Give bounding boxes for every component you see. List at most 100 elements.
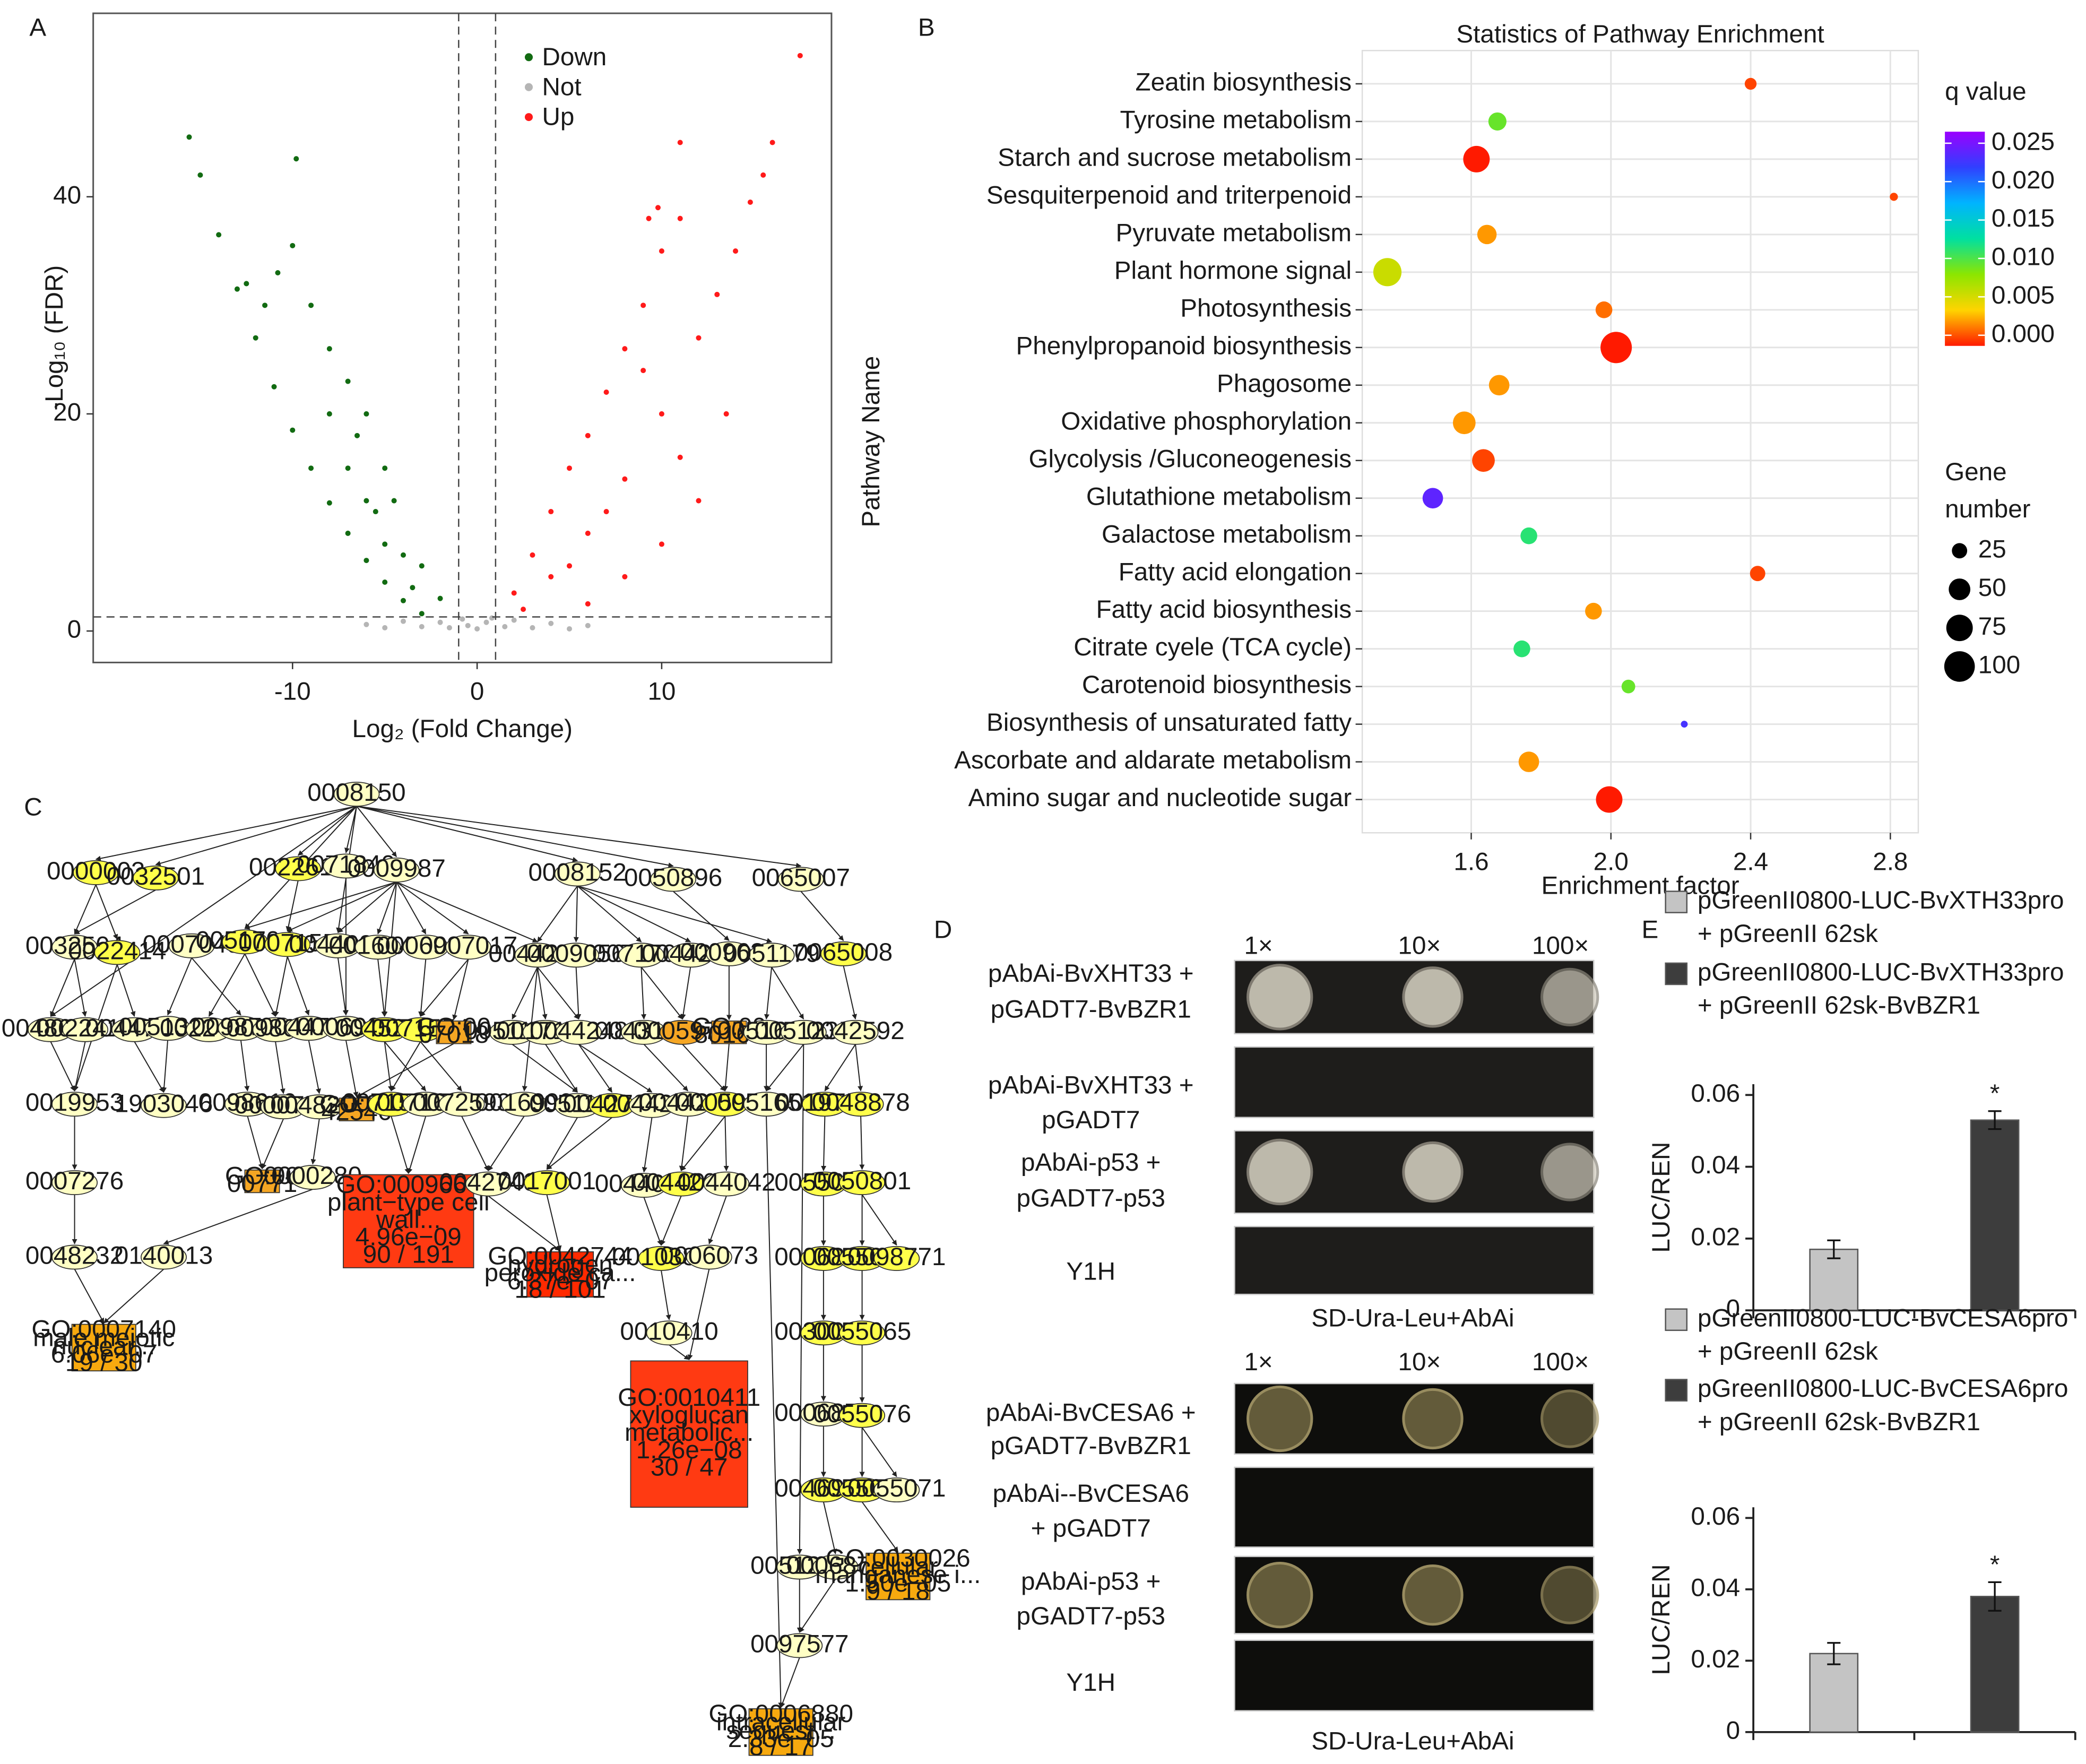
go-edge <box>337 957 348 1016</box>
go-node-label: 0006073 <box>660 1241 758 1269</box>
legend-swatch <box>1665 1308 1688 1331</box>
go-edge <box>377 881 397 935</box>
go-edge <box>687 1269 710 1360</box>
go-node-label: 90 / 191 <box>363 1241 454 1269</box>
go-node <box>554 861 601 887</box>
go-node-label: 1.26e−08 <box>636 1436 742 1464</box>
data-point <box>585 601 591 607</box>
y-tick-label: 0.06 <box>1691 1079 1740 1108</box>
go-node-label: manganese i... <box>815 1561 981 1589</box>
go-edge <box>407 1116 427 1174</box>
dilution-label: 1× <box>1244 931 1273 959</box>
go-node <box>71 1324 136 1372</box>
data-point <box>646 215 652 221</box>
go-node <box>438 1092 485 1117</box>
y-tick-label: Starch and sucrose metabolism <box>998 143 1352 171</box>
bubble <box>1477 224 1497 245</box>
go-edge <box>546 1194 562 1251</box>
chart-title: Statistics of Pathway Enrichment <box>1456 20 1824 48</box>
data-point <box>419 563 425 569</box>
go-node <box>526 1251 594 1298</box>
bubble <box>1513 640 1530 658</box>
legend-title: Gene <box>1945 458 2006 486</box>
data-point <box>548 574 554 580</box>
y-axis-label: LUC/REN <box>1647 1142 1675 1253</box>
legend-label: Down <box>542 43 607 71</box>
go-edge <box>356 806 578 862</box>
y-tick-label: Phenylpropanoid biosynthesis <box>1016 332 1352 360</box>
bubble <box>1488 112 1507 131</box>
go-node <box>73 860 119 885</box>
go-node-label: 1.50e−05 <box>845 1569 951 1597</box>
go-node-label: peroxide ca... <box>484 1259 636 1287</box>
data-point <box>410 585 416 591</box>
row-label: pAbAi--BvCESA6 <box>993 1480 1189 1508</box>
data-point <box>363 558 369 564</box>
data-point <box>271 384 277 390</box>
color-tick-label: 0.015 <box>1992 204 2055 232</box>
plate-image <box>1234 1226 1595 1295</box>
dilution-label: 100× <box>1532 1348 1589 1376</box>
go-edge <box>823 1501 837 1554</box>
go-edge <box>95 884 118 940</box>
go-node <box>820 941 867 966</box>
data-point <box>363 411 369 417</box>
legend-label: + pGreenII 62sk-BvBZR1 <box>1698 1408 1980 1436</box>
go-edge <box>545 1044 578 1093</box>
data-point <box>640 302 646 308</box>
go-node <box>777 867 824 892</box>
dilution-label: 10× <box>1398 1348 1441 1376</box>
go-node-label: GO:00 <box>417 1013 491 1041</box>
legend-swatch <box>1665 962 1688 985</box>
data-point <box>530 552 535 558</box>
bar <box>1970 1119 2020 1311</box>
significance-mark: * <box>1990 1079 2000 1108</box>
go-edge <box>861 1194 897 1246</box>
bar <box>1809 1248 1859 1311</box>
go-edge <box>396 881 427 935</box>
go-edge <box>861 1501 899 1552</box>
go-node <box>743 1092 790 1117</box>
go-edge <box>536 967 548 1020</box>
go-edge <box>723 1116 729 1171</box>
y-axis-label: Pathway Name <box>857 356 885 528</box>
go-edge <box>50 806 357 1017</box>
go-node <box>812 1554 859 1580</box>
data-point <box>696 335 702 341</box>
go-node-label: 2.33e−05 <box>728 1725 834 1753</box>
legend-marker <box>524 113 533 122</box>
go-edge <box>391 1041 421 1092</box>
go-node <box>244 1169 280 1194</box>
go-edge <box>660 1196 682 1246</box>
data-point <box>677 454 683 460</box>
go-node <box>323 853 369 879</box>
go-edge <box>74 959 87 1017</box>
go-node-label: wall... <box>376 1206 441 1234</box>
size-legend-marker <box>1946 615 1973 642</box>
go-node-label: 4.96e−09 <box>356 1223 462 1251</box>
bubble <box>1596 786 1623 813</box>
go-node <box>711 1021 747 1044</box>
panel-label: B <box>918 14 935 42</box>
size-legend-marker <box>1952 543 1968 559</box>
go-node <box>289 1165 336 1190</box>
go-edge <box>50 1041 75 1092</box>
go-edge <box>723 1043 730 1092</box>
colony-spot <box>1247 1385 1313 1452</box>
go-edge <box>661 1270 671 1320</box>
go-node <box>275 856 322 881</box>
go-edge <box>356 806 802 868</box>
data-point <box>585 530 591 536</box>
bubble <box>1488 375 1510 396</box>
go-node-label: 0140013 <box>115 1241 213 1269</box>
go-node <box>436 1021 472 1044</box>
go-node-label: GO:0010411 <box>618 1383 760 1412</box>
data-point <box>659 248 664 254</box>
go-node-label: 0007017 <box>419 931 517 959</box>
go-edge <box>577 885 691 942</box>
data-point <box>696 498 702 504</box>
go-edge <box>680 967 691 1020</box>
data-point <box>502 624 508 629</box>
go-node <box>373 858 420 883</box>
data-point <box>530 625 535 630</box>
